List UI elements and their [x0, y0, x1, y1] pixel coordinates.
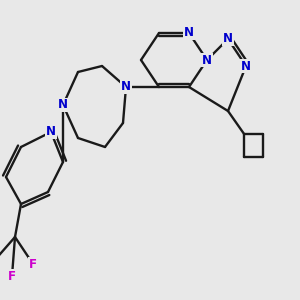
Text: N: N	[121, 80, 131, 94]
Text: N: N	[202, 53, 212, 67]
Text: N: N	[184, 26, 194, 40]
Text: F: F	[8, 269, 16, 283]
Text: N: N	[241, 59, 251, 73]
Text: N: N	[58, 98, 68, 112]
Text: F: F	[29, 257, 37, 271]
Text: N: N	[223, 32, 233, 46]
Text: N: N	[46, 125, 56, 139]
